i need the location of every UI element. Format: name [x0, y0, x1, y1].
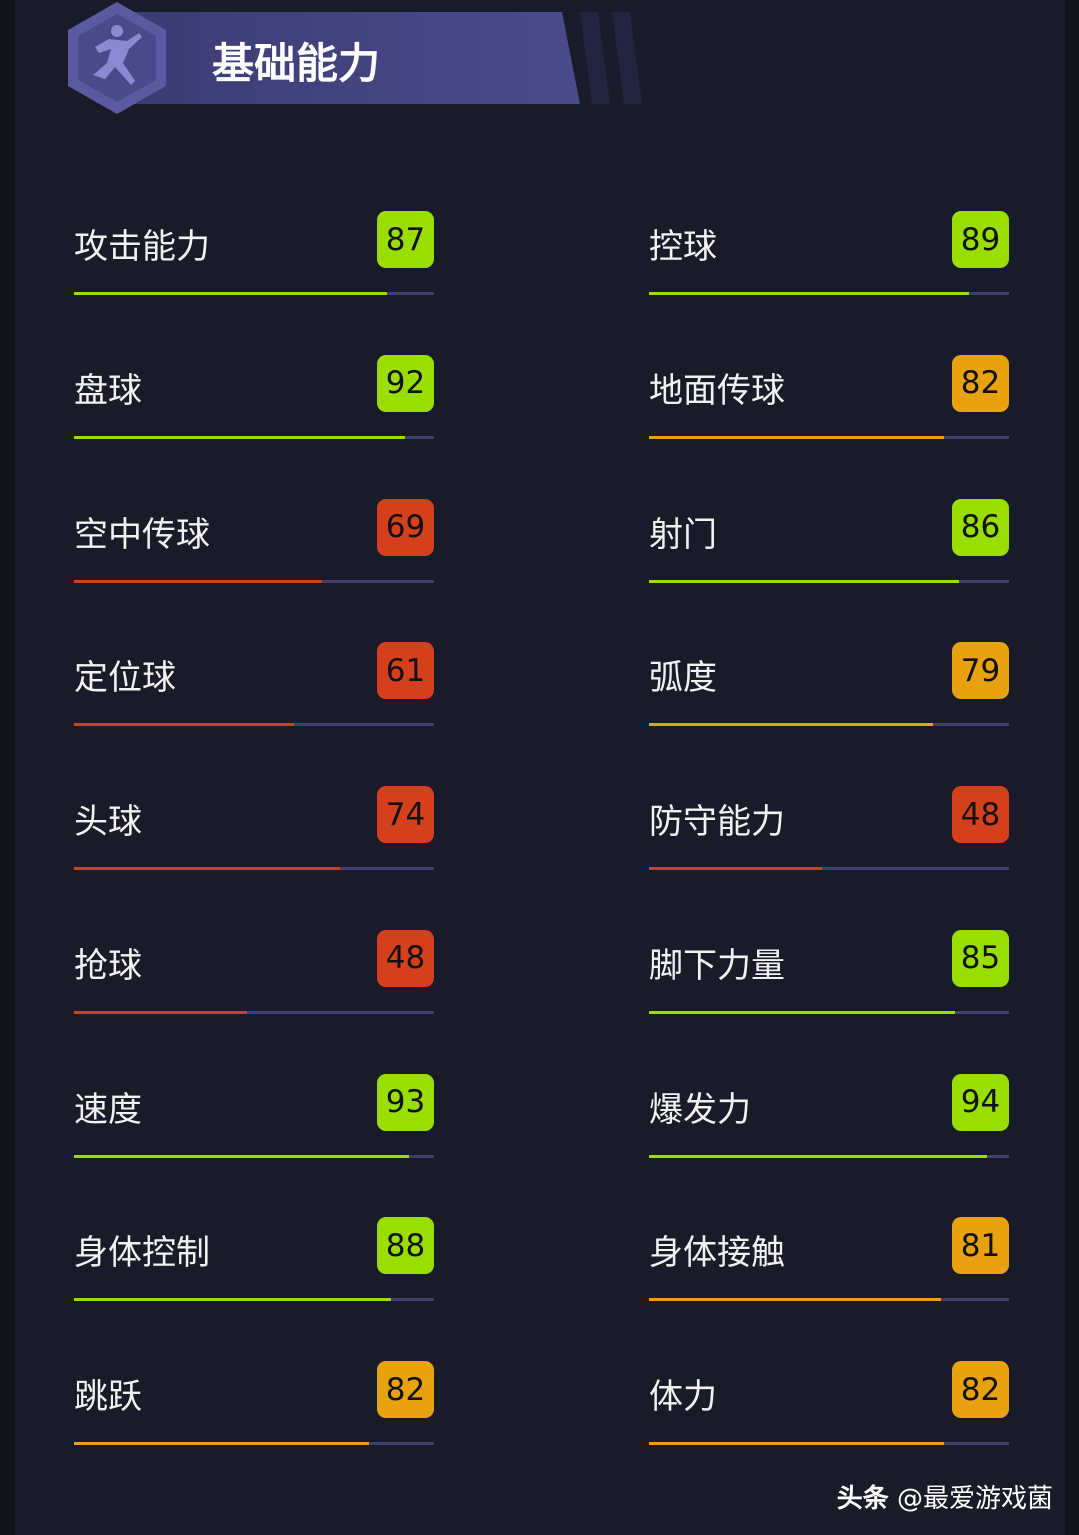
stat-label: 控球: [649, 227, 717, 267]
stat-bar: [74, 1154, 434, 1158]
stat-bar-fill: [74, 1298, 391, 1302]
stat-bar-fill: [74, 292, 388, 295]
stat-bar: [649, 579, 1009, 583]
watermark: 头条 @最爱游戏菌: [837, 1478, 1053, 1515]
stat-label: 防守能力: [649, 802, 785, 842]
stat-bar: [649, 292, 1009, 295]
watermark-handle: @最爱游戏菌: [896, 1484, 1053, 1514]
stat-bar-fill: [649, 723, 934, 727]
stat-label: 定位球: [74, 658, 176, 699]
stat-row: 盘球 92: [74, 347, 434, 447]
stat-label: 身体控制: [74, 1233, 210, 1274]
stat-label: 身体接触: [649, 1233, 785, 1274]
stat-bar-fill: [74, 867, 341, 870]
stat-label: 射门: [649, 514, 717, 555]
stat-label: 体力: [649, 1377, 717, 1417]
stat-label: 头球: [74, 802, 142, 842]
stat-value-badge: 88: [377, 1217, 434, 1275]
stat-bar-fill: [649, 1298, 941, 1302]
stat-value-badge: 93: [377, 1073, 434, 1131]
stat-value-badge: 82: [952, 1361, 1009, 1418]
stat-bar-fill: [649, 579, 959, 583]
stat-bar: [649, 1298, 1009, 1302]
stat-bar: [649, 1154, 1009, 1158]
stat-label: 抢球: [74, 945, 142, 986]
stat-bar-fill: [649, 435, 945, 439]
stat-bar: [649, 1010, 1009, 1014]
stat-row: 抢球 48: [74, 922, 434, 1022]
stat-value-badge: 79: [952, 642, 1009, 700]
stat-label: 空中传球: [74, 514, 210, 555]
stat-bar-fill: [649, 1154, 988, 1158]
stat-value-badge: 74: [377, 786, 434, 843]
stat-bar-fill: [649, 1010, 955, 1014]
stat-bar: [74, 1298, 434, 1302]
stat-bar: [649, 723, 1009, 727]
stat-label: 爆发力: [649, 1089, 751, 1130]
stat-bar-fill: [74, 1442, 370, 1445]
stat-value-badge: 85: [952, 929, 1009, 987]
stat-bar: [74, 1442, 434, 1445]
stat-value-badge: 48: [952, 786, 1009, 843]
stat-bar: [649, 1442, 1009, 1445]
stat-bar-fill: [74, 579, 323, 583]
stat-value-badge: 81: [952, 1217, 1009, 1275]
stat-bar-fill: [74, 723, 294, 727]
stat-row: 身体控制 88: [74, 1209, 434, 1309]
stat-row: 地面传球 82: [649, 347, 1009, 447]
stat-value-badge: 89: [952, 211, 1009, 268]
stat-value-badge: 48: [377, 929, 434, 987]
stat-value-badge: 94: [952, 1073, 1009, 1131]
running-man-icon: [93, 25, 142, 85]
watermark-source: 头条: [836, 1484, 889, 1514]
stat-bar-fill: [74, 435, 406, 439]
stat-value-badge: 61: [377, 642, 434, 700]
stat-label: 地面传球: [649, 370, 785, 411]
stat-bar: [74, 579, 434, 583]
stat-row: 爆发力 94: [649, 1066, 1009, 1166]
stats-panel: [15, 0, 1065, 1535]
stat-value-badge: 92: [377, 354, 434, 412]
stat-row: 射门 86: [649, 491, 1009, 591]
stat-row: 定位球 61: [74, 634, 434, 734]
page-title: 基础能力: [212, 39, 381, 88]
stat-bar-fill: [649, 1442, 945, 1445]
stat-bar: [74, 723, 434, 727]
stat-value-badge: 82: [377, 1361, 434, 1418]
stat-row: 身体接触 81: [649, 1209, 1009, 1309]
stat-label: 盘球: [74, 370, 142, 411]
stat-label: 弧度: [649, 658, 717, 699]
stat-row: 控球 89: [649, 203, 1009, 303]
stat-label: 脚下力量: [649, 945, 785, 986]
stat-bar: [649, 867, 1009, 870]
stat-label: 速度: [74, 1089, 142, 1130]
stat-bar: [74, 1010, 434, 1014]
stat-label: 跳跃: [74, 1377, 142, 1417]
stat-row: 脚下力量 85: [649, 922, 1009, 1022]
section-banner: [100, 12, 580, 104]
stat-bar-fill: [649, 292, 970, 295]
stat-row: 头球 74: [74, 778, 434, 878]
stat-bar-fill: [74, 1010, 247, 1014]
stat-bar: [649, 435, 1009, 439]
stat-label: 攻击能力: [74, 227, 210, 267]
stat-bar-fill: [649, 867, 822, 870]
stat-bar: [74, 435, 434, 439]
stat-row: 速度 93: [74, 1066, 434, 1166]
stat-value-badge: 82: [952, 354, 1009, 412]
stat-value-badge: 87: [377, 211, 434, 268]
stat-bar-fill: [74, 1154, 409, 1158]
stat-value-badge: 86: [952, 498, 1009, 556]
stat-value-badge: 69: [377, 498, 434, 556]
stat-row: 跳跃 82: [74, 1353, 434, 1453]
stat-row: 防守能力 48: [649, 778, 1009, 878]
stat-bar: [74, 292, 434, 295]
stat-row: 空中传球 69: [74, 491, 434, 591]
stat-row: 弧度 79: [649, 634, 1009, 734]
stat-bar: [74, 867, 434, 870]
stat-row: 体力 82: [649, 1353, 1009, 1453]
stat-row: 攻击能力 87: [74, 203, 434, 303]
